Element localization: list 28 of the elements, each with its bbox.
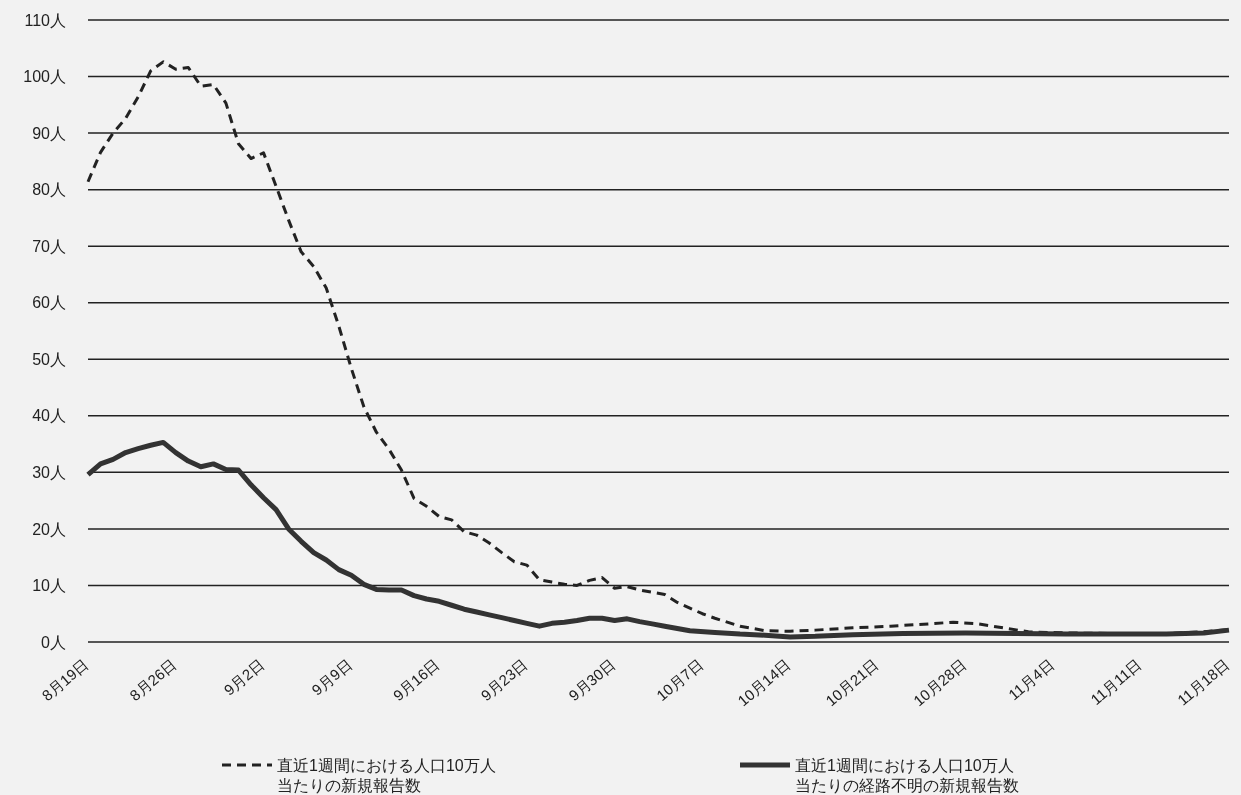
x-tick-label: 10月7日: [652, 655, 707, 704]
y-tick-label: 30人: [32, 463, 66, 481]
y-tick-label: 10人: [32, 577, 66, 595]
x-tick-label: 9月16日: [389, 655, 443, 704]
x-tick-label: 10月28日: [909, 655, 970, 710]
x-tick-label: 10月14日: [734, 655, 794, 710]
y-tick-label: 80人: [32, 181, 66, 199]
y-tick-label: 110人: [24, 11, 66, 29]
x-tick-label: 10月21日: [822, 655, 882, 710]
y-tick-label: 100人: [23, 68, 66, 86]
legend-label: 直近1週間における人口10万人当たりの新規報告数: [277, 757, 496, 794]
x-tick-label: 11月4日: [1004, 655, 1058, 704]
x-tick-label: 11月11日: [1087, 655, 1145, 708]
y-tick-label: 50人: [32, 350, 66, 368]
y-tick-label: 40人: [32, 407, 66, 425]
x-tick-label: 8月26日: [126, 655, 180, 704]
y-tick-label: 0人: [41, 633, 66, 651]
y-tick-label: 70人: [32, 237, 66, 255]
x-tick-label: 11月18日: [1174, 655, 1233, 709]
legend-label: 直近1週間における人口10万人当たりの経路不明の新規報告数: [795, 757, 1019, 794]
x-tick-label: 9月23日: [477, 655, 531, 704]
y-tick-label: 90人: [32, 124, 66, 142]
x-tick-label: 9月30日: [565, 655, 619, 704]
y-tick-label: 60人: [32, 294, 66, 312]
x-tick-label: 9月9日: [308, 655, 355, 699]
x-tick-label: 8月19日: [38, 655, 92, 704]
x-tick-label: 9月2日: [220, 655, 268, 699]
y-tick-label: 20人: [32, 520, 66, 538]
